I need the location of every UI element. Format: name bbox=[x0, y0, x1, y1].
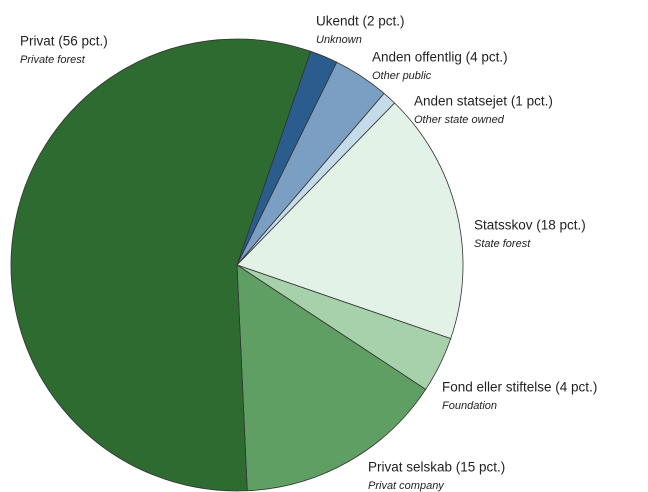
slice-label: Fond eller stiftelse (4 pct.) bbox=[442, 380, 597, 395]
pie-slice bbox=[236, 102, 464, 340]
slice-translation: State forest bbox=[474, 238, 531, 250]
slice-translation: Privat company bbox=[368, 480, 445, 492]
slice-translation: Foundation bbox=[442, 400, 497, 412]
slice-translation: Other state owned bbox=[414, 114, 505, 126]
slice-label: Privat (56 pct.) bbox=[20, 34, 108, 49]
slice-translation: Other public bbox=[372, 70, 432, 82]
slice-label: Ukendt (2 pct.) bbox=[316, 14, 405, 29]
slice-translation: Unknown bbox=[316, 34, 362, 46]
slice-label: Statsskov (18 pct.) bbox=[474, 218, 586, 233]
pie-slice bbox=[236, 264, 427, 492]
slice-label: Anden offentlig (4 pct.) bbox=[372, 50, 508, 65]
slice-translation: Private forest bbox=[20, 54, 86, 66]
slice-label: Privat selskab (15 pct.) bbox=[368, 460, 505, 475]
pie-slice bbox=[10, 38, 312, 492]
slice-label: Anden statsejet (1 pct.) bbox=[414, 94, 553, 109]
